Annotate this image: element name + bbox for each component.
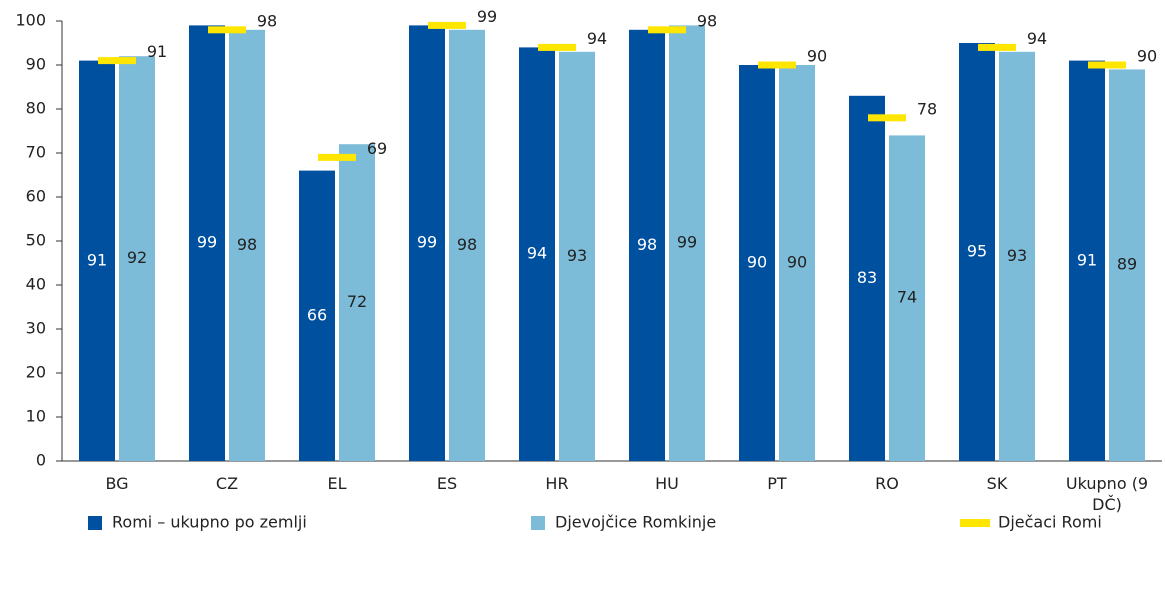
- data-label: 95: [967, 242, 987, 261]
- y-tick-label: 30: [26, 319, 46, 338]
- x-tick-label: SK: [986, 474, 1008, 493]
- y-tick-label: 0: [36, 451, 46, 470]
- bar: [669, 25, 705, 462]
- y-tick-label: 60: [26, 187, 46, 206]
- data-label: 83: [857, 268, 877, 287]
- data-label: 91: [87, 250, 107, 269]
- data-label: 93: [1007, 246, 1027, 265]
- x-tick-label: CZ: [215, 474, 239, 493]
- marker: [978, 43, 1016, 51]
- data-label: 94: [587, 29, 607, 48]
- data-label: 69: [367, 139, 387, 158]
- data-label: 98: [257, 11, 277, 30]
- bar: [889, 135, 925, 461]
- data-label: 94: [527, 244, 547, 263]
- marker: [428, 21, 466, 29]
- x-tick-label: Ukupno (9 DČ): [1065, 474, 1149, 514]
- bar: [849, 95, 885, 462]
- data-label: 98: [697, 11, 717, 30]
- legend-swatch: [960, 519, 990, 527]
- legend-label: Djevojčice Romkinje: [555, 513, 716, 532]
- bar: [519, 47, 555, 462]
- marker: [868, 114, 906, 122]
- bar: [119, 56, 155, 461]
- legend-label: Dječaci Romi: [998, 513, 1102, 532]
- x-tick-label: ES: [436, 474, 458, 493]
- data-label: 99: [677, 233, 697, 252]
- y-tick-label: 40: [26, 275, 46, 294]
- data-label: 78: [917, 99, 937, 118]
- legend-label: Romi – ukupno po zemlji: [112, 513, 307, 532]
- data-label: 99: [417, 233, 437, 252]
- marker: [318, 153, 356, 161]
- y-tick-label: 20: [26, 363, 46, 382]
- y-tick-label: 50: [26, 231, 46, 250]
- data-label: 72: [347, 292, 367, 311]
- y-tick-label: 80: [26, 99, 46, 118]
- legend-swatch: [88, 516, 102, 530]
- x-tick-label: HR: [545, 474, 569, 493]
- bar: [189, 25, 225, 462]
- bar: [79, 60, 115, 461]
- bar: [1109, 69, 1145, 462]
- data-label: 90: [747, 253, 767, 272]
- data-label: 91: [1077, 250, 1097, 269]
- bar: [229, 29, 265, 462]
- bar: [779, 65, 815, 461]
- bar: [999, 51, 1035, 462]
- y-tick-label: 70: [26, 143, 46, 162]
- bar: [629, 29, 665, 462]
- data-label: 98: [637, 235, 657, 254]
- data-label: 94: [1027, 29, 1047, 48]
- x-tick-label: PT: [767, 474, 787, 493]
- bar: [409, 25, 445, 462]
- data-label: 91: [147, 42, 167, 61]
- marker: [758, 61, 796, 69]
- y-tick-label: 10: [26, 407, 46, 426]
- data-label: 89: [1117, 255, 1137, 274]
- x-tick-label: HU: [655, 474, 679, 493]
- data-label: 90: [787, 253, 807, 272]
- bar: [739, 65, 775, 461]
- marker: [208, 26, 246, 34]
- data-label: 98: [457, 235, 477, 254]
- bar: [959, 43, 995, 461]
- data-label: 99: [197, 233, 217, 252]
- y-tick-label: 100: [15, 11, 46, 30]
- data-label: 90: [1137, 47, 1157, 66]
- data-label: 98: [237, 235, 257, 254]
- bar: [339, 144, 375, 461]
- bar: [449, 29, 485, 462]
- marker: [98, 57, 136, 65]
- x-tick-label: RO: [875, 474, 899, 493]
- bar: [1069, 60, 1105, 461]
- legend-swatch: [531, 516, 545, 530]
- marker: [648, 26, 686, 34]
- marker: [1088, 61, 1126, 69]
- data-label: 74: [897, 288, 917, 307]
- x-tick-label: BG: [105, 474, 129, 493]
- bar: [299, 170, 335, 461]
- y-tick-label: 90: [26, 55, 46, 74]
- data-label: 99: [477, 7, 497, 26]
- bar: [559, 51, 595, 462]
- data-label: 93: [567, 246, 587, 265]
- data-label: 66: [307, 305, 327, 324]
- x-tick-label: EL: [327, 474, 347, 493]
- data-label: 92: [127, 248, 147, 267]
- data-label: 90: [807, 47, 827, 66]
- marker: [538, 43, 576, 51]
